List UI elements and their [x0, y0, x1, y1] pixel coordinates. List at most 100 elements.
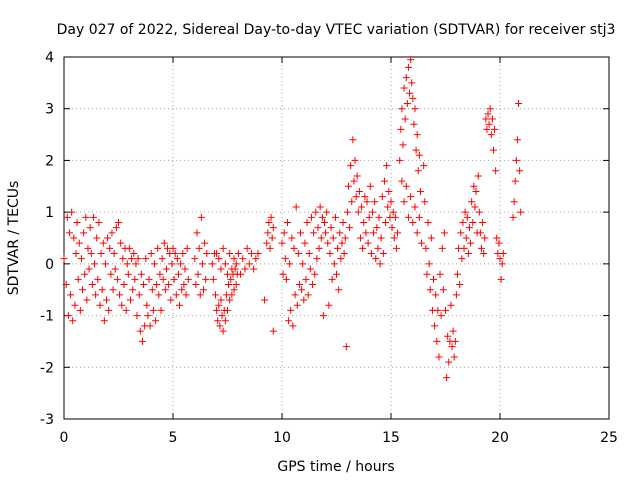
data-point: [115, 218, 122, 226]
data-point: [480, 250, 488, 258]
data-point: [442, 306, 449, 314]
data-point: [110, 250, 118, 258]
data-point: [515, 100, 523, 108]
data-point: [325, 301, 333, 309]
data-point: [390, 234, 398, 242]
data-point: [351, 156, 359, 164]
data-point: [317, 234, 325, 242]
data-point: [177, 260, 185, 268]
data-point: [143, 301, 151, 309]
data-point: [462, 234, 470, 242]
data-point: [391, 213, 399, 221]
data-point: [165, 281, 173, 289]
data-point: [230, 286, 238, 294]
data-point: [214, 317, 222, 325]
data-point: [303, 218, 311, 226]
data-point: [111, 265, 119, 273]
data-point: [425, 260, 433, 268]
data-point: [436, 270, 444, 278]
data-point: [350, 177, 358, 185]
data-point: [471, 203, 479, 211]
data-point: [232, 281, 240, 289]
data-point: [383, 162, 391, 170]
data-point: [498, 260, 506, 268]
data-point: [142, 255, 150, 263]
data-point: [221, 317, 229, 325]
data-point: [80, 229, 88, 237]
data-point: [278, 239, 286, 247]
data-point: [486, 105, 494, 113]
data-point: [265, 218, 273, 226]
data-point: [517, 208, 525, 216]
data-point: [460, 244, 468, 252]
data-point: [459, 218, 467, 226]
data-point: [173, 255, 181, 263]
data-point: [492, 167, 500, 175]
data-point: [468, 198, 476, 206]
data-point: [404, 63, 412, 71]
data-point: [85, 265, 93, 273]
chart-title: Day 027 of 2022, Sidereal Day-to-day VTE…: [57, 22, 616, 38]
data-point: [109, 286, 117, 294]
data-point: [484, 110, 492, 118]
data-point: [74, 275, 82, 283]
data-point: [396, 156, 404, 164]
data-point: [293, 301, 301, 309]
data-point: [346, 224, 354, 232]
data-point: [392, 244, 400, 252]
data-point: [239, 255, 247, 263]
data-point: [138, 337, 146, 345]
data-point: [232, 260, 240, 268]
data-point: [103, 296, 111, 304]
data-point: [83, 296, 91, 304]
data-point: [171, 250, 179, 258]
data-point: [112, 224, 120, 232]
data-point: [217, 296, 225, 304]
data-point: [400, 198, 408, 206]
axis-ticks: 0 5 10 15 20 25 -3 -2 -1 0 1 2 3 4: [40, 50, 618, 446]
data-point: [130, 250, 138, 258]
x-axis-label: GPS time / hours: [277, 459, 394, 475]
data-point: [511, 177, 519, 185]
data-point: [310, 229, 318, 237]
data-point: [98, 286, 106, 294]
data-point: [359, 244, 367, 252]
data-point: [118, 301, 126, 309]
data-point: [481, 234, 489, 242]
data-point: [182, 291, 190, 299]
data-point: [314, 224, 322, 232]
data-point: [134, 255, 142, 263]
data-point: [415, 151, 423, 159]
data-point: [145, 275, 153, 283]
data-point: [117, 239, 125, 247]
data-point: [409, 218, 417, 226]
data-point: [298, 286, 306, 294]
data-point: [432, 291, 440, 299]
data-point: [65, 229, 73, 237]
data-point: [402, 74, 410, 82]
data-point: [435, 353, 443, 361]
data-point: [368, 208, 376, 216]
data-point: [422, 244, 430, 252]
data-point: [321, 218, 329, 226]
data-point: [167, 296, 175, 304]
data-point: [243, 244, 251, 252]
data-point: [451, 337, 459, 345]
data-point: [137, 270, 145, 278]
data-point: [456, 281, 464, 289]
data-point: [181, 265, 189, 273]
data-point: [224, 306, 231, 314]
data-point: [286, 260, 294, 268]
data-point: [398, 105, 406, 113]
data-point: [407, 193, 415, 201]
data-point: [389, 208, 397, 216]
data-point: [123, 260, 131, 268]
y-tick-label: -2: [40, 360, 54, 376]
y-tick-label: 1: [45, 205, 54, 221]
data-point: [413, 229, 421, 237]
data-point: [375, 213, 383, 221]
data-point: [342, 343, 350, 351]
data-point: [343, 208, 351, 216]
data-point: [474, 172, 482, 180]
data-point: [67, 291, 75, 299]
